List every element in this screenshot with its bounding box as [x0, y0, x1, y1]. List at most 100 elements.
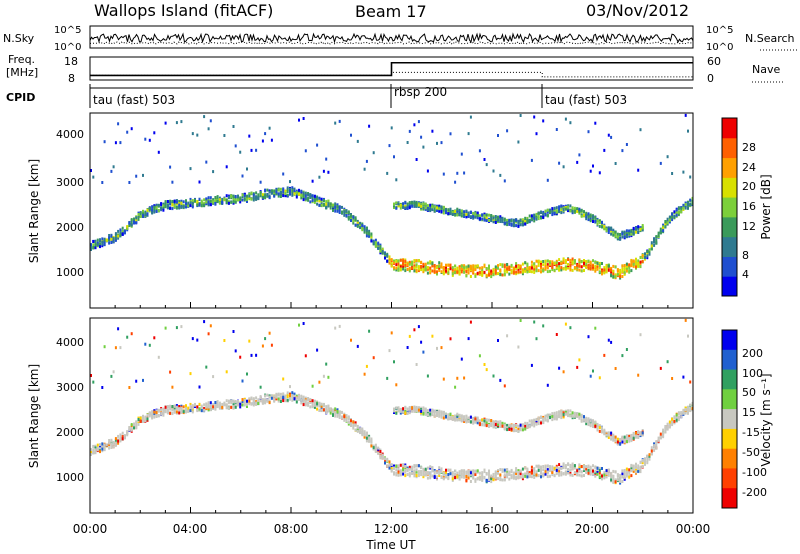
velocity-cell	[501, 421, 504, 425]
power-cell	[282, 187, 285, 191]
velocity-cell	[549, 467, 551, 471]
power-cell	[594, 121, 597, 125]
velocity-cell	[101, 447, 104, 451]
velocity-cell	[478, 475, 481, 479]
velocity-cell	[587, 468, 590, 472]
power-cell	[388, 257, 391, 260]
velocity-cell	[325, 407, 328, 411]
velocity-cell	[616, 478, 619, 482]
velocity-cell	[460, 475, 463, 479]
velocity-cell	[515, 467, 518, 471]
power-cell	[209, 119, 212, 123]
power-cell	[350, 133, 352, 137]
velocity-cell	[445, 468, 447, 472]
velocity-cell	[153, 410, 156, 414]
velocity-cell	[628, 468, 631, 472]
power-cell	[135, 216, 138, 220]
power-cell	[460, 152, 463, 156]
velocity-cell	[393, 466, 395, 470]
velocity-cell	[142, 378, 144, 382]
power-cell	[286, 188, 289, 192]
velocity-cell	[490, 477, 493, 481]
power-cell	[162, 204, 165, 208]
power-cell	[144, 137, 147, 141]
power-cell	[671, 212, 674, 216]
power-cell	[668, 220, 671, 224]
power-cell	[259, 194, 262, 198]
velocity-cell	[92, 451, 95, 455]
power-cell	[610, 270, 613, 274]
velocity-cell	[662, 431, 665, 435]
power-cell	[637, 262, 640, 266]
power-cell	[96, 243, 99, 247]
power-cell	[662, 223, 665, 227]
velocity-cell	[309, 398, 312, 402]
power-cell	[530, 270, 533, 274]
power-cell	[363, 230, 366, 234]
power-cell	[560, 261, 563, 265]
power-cell	[112, 165, 115, 169]
velocity-cell	[178, 408, 181, 412]
velocity-cell	[180, 409, 183, 412]
power-cell	[592, 264, 594, 268]
velocity-cell	[614, 367, 617, 370]
power-cell	[406, 141, 409, 144]
power-cell	[630, 232, 633, 236]
power-cell	[555, 265, 558, 269]
velocity-cell	[544, 472, 547, 476]
power-cell	[569, 121, 572, 125]
velocity-cell	[384, 461, 386, 465]
velocity-cell	[546, 383, 549, 387]
velocity-cell	[540, 475, 542, 479]
velocity-cell	[422, 469, 425, 473]
power-cell	[549, 210, 551, 214]
velocity-cell	[598, 467, 601, 471]
velocity-cell	[248, 339, 251, 343]
velocity-cell	[374, 449, 377, 453]
power-cell	[589, 260, 592, 264]
velocity-cell	[492, 478, 495, 482]
velocity-cell	[641, 433, 644, 437]
velocity-cell	[207, 401, 210, 405]
velocity-cell	[424, 467, 427, 471]
power-cell	[635, 265, 637, 269]
power-cell	[483, 264, 486, 268]
velocity-cell	[614, 439, 617, 443]
power-cell	[126, 130, 129, 134]
power-cell	[576, 264, 579, 268]
power-cell	[682, 170, 685, 174]
velocity-cell	[519, 475, 522, 479]
power-cell	[370, 239, 373, 243]
velocity-cell	[605, 475, 608, 479]
power-cell	[664, 225, 667, 229]
velocity-cell	[592, 469, 594, 473]
power-cell	[318, 199, 321, 203]
power-cell	[420, 265, 423, 268]
velocity-cell	[562, 370, 565, 374]
power-cell	[673, 210, 676, 214]
power-cell	[585, 211, 588, 215]
power-cell	[625, 267, 628, 271]
velocity-cell	[635, 462, 637, 466]
power-cell	[598, 263, 601, 267]
power-cell	[567, 263, 570, 266]
velocity-cell	[621, 475, 624, 479]
power-cell	[286, 190, 289, 194]
power-cell	[594, 219, 597, 223]
velocity-cell	[338, 410, 341, 414]
velocity-cell	[659, 436, 662, 440]
velocity-cell	[598, 376, 601, 380]
velocity-cell	[535, 337, 538, 341]
velocity-colorbar-frame	[721, 329, 738, 509]
power-cell	[635, 257, 637, 261]
power-cell	[612, 264, 615, 268]
power-cell	[501, 263, 504, 267]
power-cell	[451, 213, 454, 216]
power-cell	[411, 204, 414, 208]
velocity-cell	[112, 370, 115, 374]
velocity-cell	[277, 393, 280, 397]
velocity-cell	[497, 469, 499, 473]
power-cell	[291, 193, 294, 197]
velocity-cell	[639, 467, 642, 471]
power-cell	[528, 266, 531, 270]
